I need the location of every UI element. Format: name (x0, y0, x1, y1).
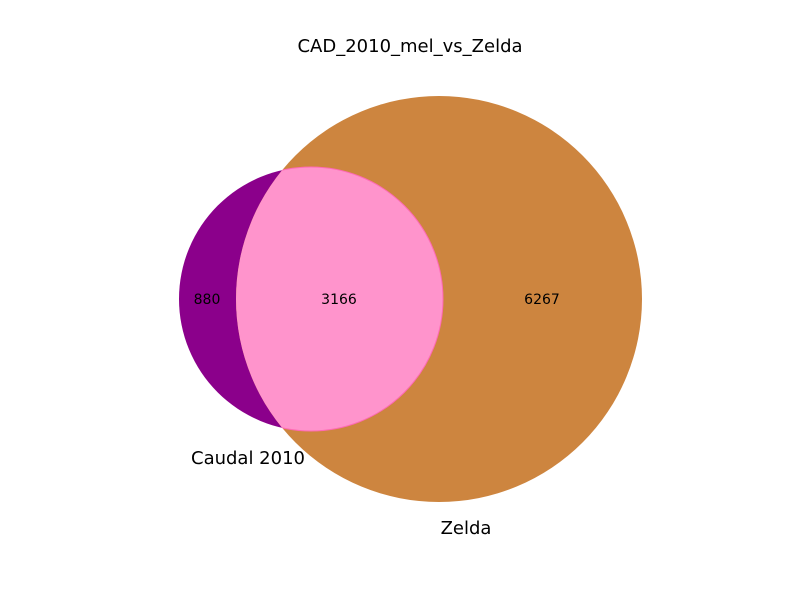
caudal-only-count: 880 (194, 292, 221, 308)
intersection-count: 3166 (321, 292, 357, 308)
diagram-title: CAD_2010_mel_vs_Zelda (297, 36, 522, 57)
caudal-set-label: Caudal 2010 (191, 448, 305, 469)
intersection-edge (236, 166, 444, 432)
zelda-set-label: Zelda (441, 518, 492, 539)
zelda-only-count: 6267 (524, 292, 560, 308)
intersection-region (236, 167, 443, 431)
